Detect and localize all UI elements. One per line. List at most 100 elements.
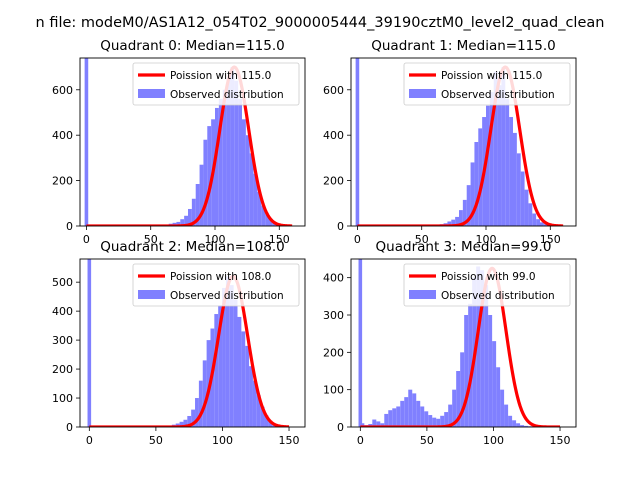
histogram-bar [218,305,223,427]
histogram-bar [489,92,494,226]
y-tick-label: 400 [52,305,73,318]
histogram-bar [470,162,475,226]
histogram-bar [524,425,529,427]
y-tick-label: 600 [52,84,73,97]
y-tick-label: 100 [323,384,344,397]
histogram-bar [261,205,266,226]
legend: Poission with 99.0 Observed distribution [403,263,571,307]
histogram-bar [520,171,525,226]
y-tick-label: 300 [323,309,344,322]
histogram-bar [486,105,490,226]
histogram-bar [508,415,513,427]
x-tick-label: 50 [415,233,429,246]
y-tick-label: 0 [337,220,344,233]
histogram-bar [466,185,471,226]
plot-area [358,259,561,427]
histogram-bar [496,367,501,427]
legend-hist-label: Observed distribution [441,290,555,302]
histogram-bar [234,80,239,226]
legend-box [132,62,300,106]
histogram-bar [218,98,223,226]
histogram-bar [241,331,246,427]
histogram-bar [256,395,261,427]
quadrant-panel-1: 0 50 100 150 0 200 400 600 Quadrant 1: Median=11… [323,38,577,246]
histogram-bar [229,285,234,427]
histogram-bar [183,419,188,427]
histogram-bar [202,360,207,427]
histogram-bar [476,266,481,427]
histogram-bar [226,78,231,226]
histogram-bar [440,415,445,427]
y-tick-label: 200 [52,175,73,188]
x-tick-label: 100 [476,233,497,246]
histogram-bar [478,128,483,226]
histogram-bar [459,210,463,226]
poisson-curve [88,274,290,427]
histogram-bar [214,314,219,427]
histogram-bar [222,89,227,226]
histogram-bar [451,219,456,226]
histogram-bar [225,276,230,427]
x-tick-label: 150 [279,434,300,447]
histogram-bar [488,315,493,427]
histogram-bar [392,408,397,427]
histogram-bar [372,419,377,427]
histogram-bar [464,315,469,427]
histogram-bar [493,71,498,226]
legend-line-label: Poission with 115.0 [441,70,542,82]
histogram-bar [206,340,211,427]
histogram-bar [468,303,473,427]
histogram-bar [187,415,192,427]
histogram-bar [412,393,417,427]
histogram-bar [237,316,242,427]
histogram-bar [233,299,238,427]
histogram-bar [269,219,273,226]
histogram-bar [516,153,521,226]
legend: Poission with 115.0 Observed distribution [132,62,300,106]
histogram-bar [176,221,181,226]
histogram-bar [536,219,540,226]
histogram-bar [447,221,452,226]
histogram-bar [203,139,208,226]
histogram-bar [462,199,467,226]
subplot-title: Quadrant 3: Median=99.0 [376,239,552,255]
histogram-bar [420,406,425,427]
x-tick-label: 100 [212,434,233,447]
histogram-bar [516,423,521,427]
histogram-bar [520,425,525,427]
histogram-bar [540,222,544,226]
y-tick-label: 500 [52,276,73,289]
histogram-bar [195,184,200,226]
histogram-bar [376,421,381,427]
histogram-bar [252,380,257,427]
histogram-bar-zero-spike [355,58,360,226]
histogram-bar [460,352,465,427]
quadrant-panel-3: 0 50 100 150 0 100 200 300 400 Quadrant 3: Median… [323,239,577,447]
histogram-bar [199,164,204,226]
histogram-bar [416,400,421,427]
y-tick-label: 600 [323,84,344,97]
histogram-bar [388,410,393,427]
histogram-bar [484,285,489,427]
histogram-bar [543,224,548,226]
plot-area [84,58,294,226]
poisson-curve [359,266,561,427]
histogram-bar [512,420,517,427]
x-tick-label: 150 [550,434,571,447]
x-tick-label: 0 [357,434,364,447]
histogram-bar [448,404,453,427]
y-tick-label: 400 [52,129,73,142]
histogram-bar [532,213,537,226]
x-tick-label: 100 [483,434,504,447]
histogram-bar [360,423,365,427]
histogram-bar [242,119,246,226]
legend-box [403,263,571,307]
histogram-bar [245,135,250,226]
y-tick-label: 400 [323,272,344,285]
histogram-bar [455,216,459,226]
histogram-bar [215,107,219,226]
histogram-bar [436,418,441,427]
legend: Poission with 108.0 Observed distribution [132,263,300,307]
histogram-bar [268,420,273,427]
